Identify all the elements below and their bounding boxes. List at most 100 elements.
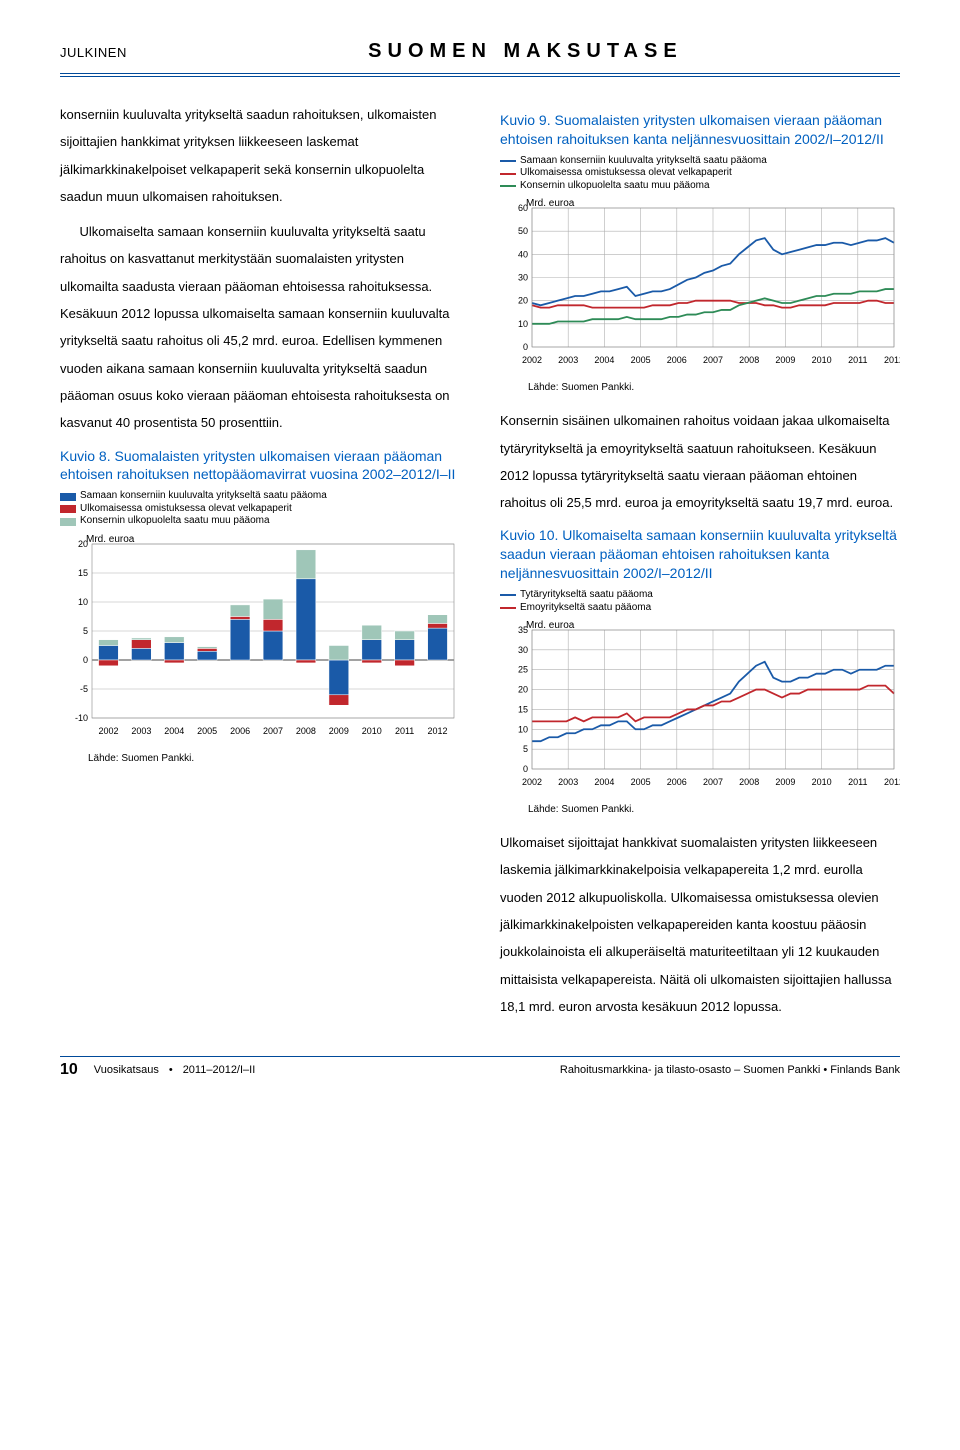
footer-mid-left: Vuosikatsaus — [94, 1064, 159, 1076]
svg-text:20: 20 — [78, 539, 88, 549]
legend-swatch-red — [60, 505, 76, 513]
footer-mid-right: 2011–2012/I–II — [183, 1064, 256, 1076]
svg-text:2006: 2006 — [667, 777, 687, 787]
svg-text:2008: 2008 — [739, 355, 759, 365]
columns: konserniin kuuluvalta yritykseltä saadun… — [60, 101, 900, 1028]
chart9-legend-row: Konsernin ulkopuolelta saatu muu pääoma — [500, 180, 900, 193]
svg-text:30: 30 — [518, 273, 528, 283]
legend-line-blue — [500, 594, 516, 596]
chart9-legend: Samaan konserniin kuuluvalta yritykseltä… — [500, 155, 900, 193]
svg-text:2002: 2002 — [522, 355, 542, 365]
svg-text:15: 15 — [518, 705, 528, 715]
svg-text:2003: 2003 — [131, 726, 151, 736]
page-number: 10 — [60, 1061, 78, 1079]
bullet-icon: • — [169, 1064, 173, 1076]
svg-text:2005: 2005 — [197, 726, 217, 736]
svg-text:2004: 2004 — [594, 355, 614, 365]
svg-text:2003: 2003 — [558, 355, 578, 365]
svg-text:2012: 2012 — [428, 726, 448, 736]
legend-label: Konsernin ulkopuolelta saatu muu pääoma — [80, 515, 270, 528]
svg-text:10: 10 — [518, 319, 528, 329]
svg-text:2006: 2006 — [667, 355, 687, 365]
svg-text:Mrd. euroa: Mrd. euroa — [86, 534, 135, 545]
chart10-source: Lähde: Suomen Pankki. — [528, 804, 900, 815]
svg-text:20: 20 — [518, 296, 528, 306]
left-column: konserniin kuuluvalta yritykseltä saadun… — [60, 101, 460, 1028]
svg-text:10: 10 — [518, 724, 528, 734]
chart8-legend-row: Ulkomaisessa omistuksessa olevat velkapa… — [60, 503, 460, 516]
svg-text:2011: 2011 — [848, 777, 867, 787]
chart9-title: Kuvio 9. Suomalaisten yritysten ulkomais… — [500, 111, 900, 149]
legend-label: Ulkomaisessa omistuksessa olevat velkapa… — [80, 503, 292, 516]
left-para-2: Ulkomaiselta samaan konserniin kuuluvalt… — [60, 218, 460, 436]
svg-text:0: 0 — [523, 764, 528, 774]
chart9-legend-row: Samaan konserniin kuuluvalta yritykseltä… — [500, 155, 900, 168]
svg-text:10: 10 — [78, 597, 88, 607]
legend-swatch-green — [60, 518, 76, 526]
left-para-1: konserniin kuuluvalta yritykseltä saadun… — [60, 101, 460, 210]
chart10-legend-row: Emoyritykseltä saatu pääoma — [500, 602, 900, 615]
svg-text:-10: -10 — [75, 713, 88, 723]
svg-text:40: 40 — [518, 250, 528, 260]
chart8-legend-row: Konsernin ulkopuolelta saatu muu pääoma — [60, 515, 460, 528]
svg-text:2005: 2005 — [631, 777, 651, 787]
legend-label: Samaan konserniin kuuluvalta yritykseltä… — [80, 490, 327, 503]
legend-line-green — [500, 185, 516, 187]
chart8-source: Lähde: Suomen Pankki. — [88, 753, 460, 764]
svg-text:60: 60 — [518, 203, 528, 213]
svg-text:2010: 2010 — [362, 726, 382, 736]
svg-text:15: 15 — [78, 568, 88, 578]
svg-text:2010: 2010 — [812, 777, 832, 787]
right-para-2: Ulkomaiset sijoittajat hankkivat suomala… — [500, 829, 900, 1020]
right-column: Kuvio 9. Suomalaisten yritysten ulkomais… — [500, 101, 900, 1028]
svg-text:2010: 2010 — [812, 355, 832, 365]
svg-text:2012: 2012 — [884, 777, 900, 787]
svg-text:2007: 2007 — [263, 726, 283, 736]
footer-right: Rahoitusmarkkina- ja tilasto-osasto – Su… — [560, 1064, 900, 1076]
svg-text:2008: 2008 — [296, 726, 316, 736]
svg-text:2007: 2007 — [703, 355, 723, 365]
classification-label: JULKINEN — [60, 45, 127, 60]
svg-text:2004: 2004 — [594, 777, 614, 787]
svg-text:2004: 2004 — [164, 726, 184, 736]
header-rule-2 — [60, 76, 900, 77]
svg-text:2002: 2002 — [98, 726, 118, 736]
svg-text:5: 5 — [83, 626, 88, 636]
svg-text:2009: 2009 — [775, 777, 795, 787]
right-para-1: Konsernin sisäinen ulkomainen rahoitus v… — [500, 407, 900, 516]
svg-text:2012: 2012 — [884, 355, 900, 365]
chart8-legend: Samaan konserniin kuuluvalta yritykseltä… — [60, 490, 460, 528]
legend-label: Konsernin ulkopuolelta saatu muu pääoma — [520, 180, 710, 193]
svg-text:30: 30 — [518, 645, 528, 655]
svg-text:20: 20 — [518, 685, 528, 695]
svg-text:0: 0 — [83, 655, 88, 665]
header-rule-1 — [60, 73, 900, 74]
svg-text:2011: 2011 — [848, 355, 867, 365]
svg-text:2011: 2011 — [395, 726, 414, 736]
legend-line-red — [500, 173, 516, 175]
svg-text:2002: 2002 — [522, 777, 542, 787]
svg-text:Mrd. euroa: Mrd. euroa — [526, 620, 575, 631]
legend-label: Samaan konserniin kuuluvalta yritykseltä… — [520, 155, 767, 168]
svg-text:2006: 2006 — [230, 726, 250, 736]
chart10-legend: Tytäryritykseltä saatu pääoma Emoyrityks… — [500, 589, 900, 614]
svg-text:2009: 2009 — [775, 355, 795, 365]
legend-swatch-blue — [60, 493, 76, 501]
svg-text:2008: 2008 — [739, 777, 759, 787]
page: JULKINEN SUOMEN MAKSUTASE konserniin kuu… — [0, 0, 960, 1119]
svg-text:25: 25 — [518, 665, 528, 675]
svg-text:0: 0 — [523, 342, 528, 352]
svg-text:35: 35 — [518, 625, 528, 635]
chart10-svg: Mrd. euroa051015202530352002200320042005… — [500, 616, 900, 791]
svg-text:-5: -5 — [80, 684, 88, 694]
svg-text:2003: 2003 — [558, 777, 578, 787]
svg-text:2009: 2009 — [329, 726, 349, 736]
legend-label: Emoyritykseltä saatu pääoma — [520, 602, 651, 615]
page-header: JULKINEN SUOMEN MAKSUTASE — [60, 40, 900, 63]
svg-text:Mrd. euroa: Mrd. euroa — [526, 198, 575, 209]
chart8-title: Kuvio 8. Suomalaisten yritysten ulkomais… — [60, 447, 460, 485]
chart9-source: Lähde: Suomen Pankki. — [528, 382, 900, 393]
legend-line-blue — [500, 160, 516, 162]
legend-line-red — [500, 607, 516, 609]
chart9-svg: Mrd. euroa010203040506020022003200420052… — [500, 194, 900, 369]
